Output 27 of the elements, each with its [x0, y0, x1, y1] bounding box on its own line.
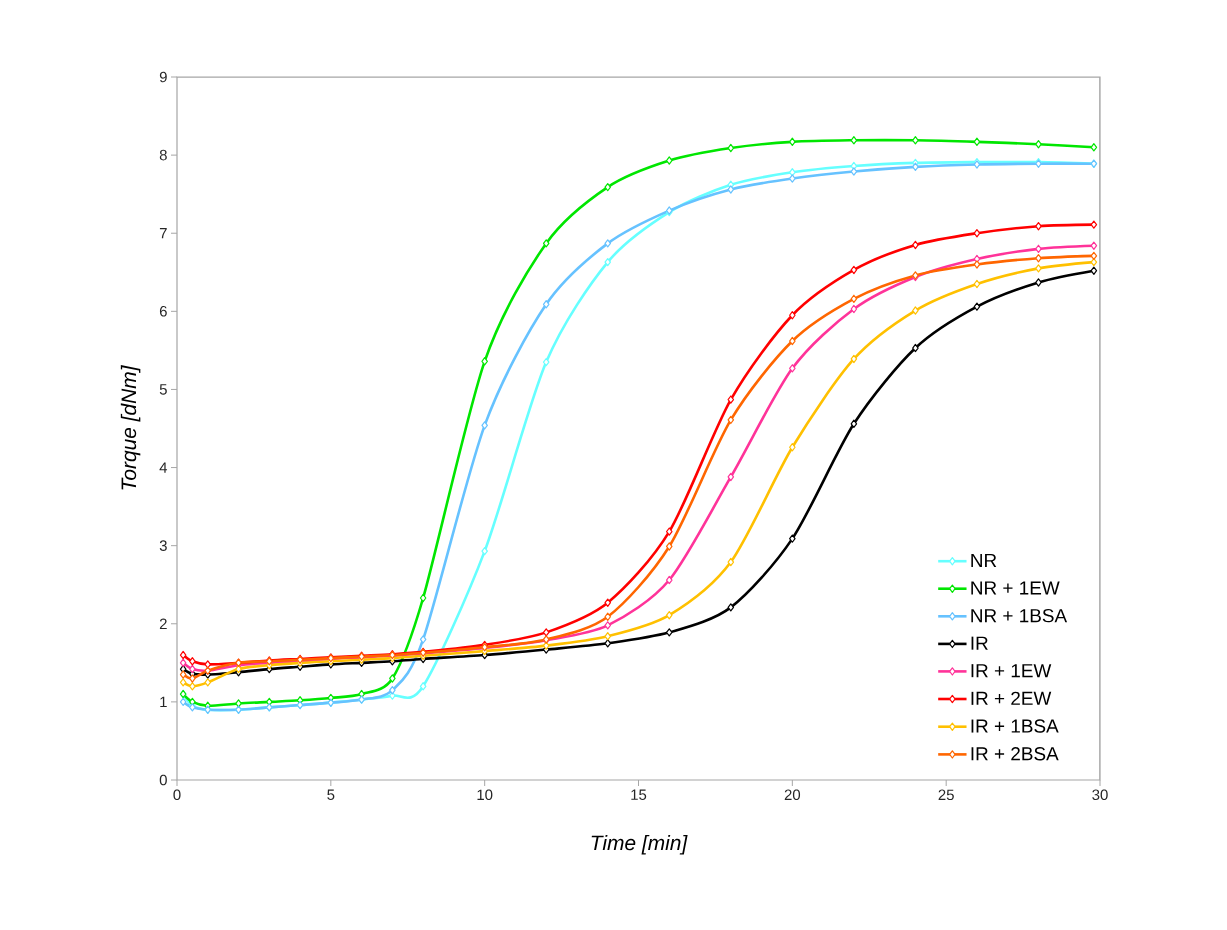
- y-tick-label: 1: [160, 696, 167, 708]
- legend-label: NR + 1EW: [971, 581, 1060, 595]
- y-tick-label: 5: [159, 384, 167, 395]
- x-tick-label: 15: [631, 789, 647, 800]
- x-tick-label: 20: [784, 789, 801, 801]
- y-tick-label: 7: [159, 228, 167, 239]
- x-tick-label: 10: [477, 789, 493, 801]
- legend-label: IR + 1BSA: [971, 719, 1059, 733]
- legend-label: NR: [971, 553, 997, 567]
- x-tick-label: 0: [173, 789, 181, 801]
- x-tick-label: 25: [938, 789, 954, 801]
- y-tick-label: 0: [159, 774, 167, 786]
- y-tick-label: 2: [159, 618, 167, 629]
- x-tick-label: 30: [1092, 789, 1108, 801]
- y-tick-label: 3: [159, 540, 167, 551]
- legend-label: IR: [971, 636, 988, 650]
- x-tick-label: 5: [327, 789, 335, 800]
- x-axis-title: Time [min]: [591, 834, 688, 855]
- legend-label: IR + 2EW: [971, 691, 1052, 705]
- legend-label: IR + 2BSA: [971, 747, 1059, 761]
- y-tick-label: 4: [159, 462, 168, 473]
- y-tick-label: 6: [159, 306, 167, 317]
- y-axis-title: Torque [dNm]: [120, 365, 141, 490]
- legend-label: NR + 1BSA: [971, 608, 1068, 623]
- y-tick-label: 9: [159, 71, 167, 83]
- y-tick-label: 8: [159, 149, 167, 161]
- legend-label: IR + 1EW: [971, 664, 1052, 678]
